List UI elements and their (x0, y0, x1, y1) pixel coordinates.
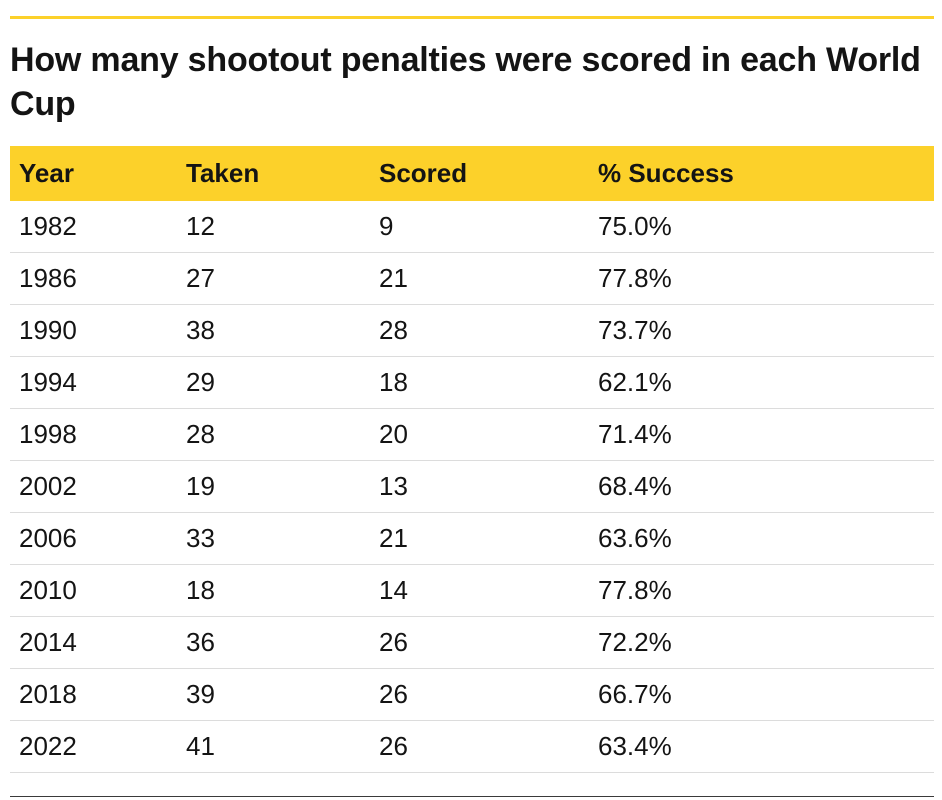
cell-year: 1986 (10, 252, 177, 305)
cell-scored: 14 (370, 564, 589, 617)
cell-year: 1982 (10, 201, 177, 253)
column-header-scored: Scored (370, 146, 589, 201)
cell-year: 2022 (10, 720, 177, 773)
cell-taken: 41 (177, 720, 370, 773)
cell-success: 71.4% (589, 408, 934, 461)
table-row: 1994 29 18 62.1% (10, 356, 934, 409)
table-row: 2014 36 26 72.2% (10, 616, 934, 669)
cell-taken: 18 (177, 564, 370, 617)
table-header-row: Year Taken Scored % Success (10, 146, 934, 201)
column-header-taken: Taken (177, 146, 370, 201)
table-row: 2018 39 26 66.7% (10, 668, 934, 721)
cell-success: 77.8% (589, 252, 934, 305)
cell-year: 2018 (10, 668, 177, 721)
cell-scored: 9 (370, 201, 589, 253)
cell-taken: 36 (177, 616, 370, 669)
cell-scored: 21 (370, 252, 589, 305)
cell-scored: 21 (370, 512, 589, 565)
cell-success: 72.2% (589, 616, 934, 669)
table-row: 1986 27 21 77.8% (10, 252, 934, 305)
table-row: 1990 38 28 73.7% (10, 304, 934, 357)
cell-success: 77.8% (589, 564, 934, 617)
table-title: How many shootout penalties were scored … (10, 41, 921, 123)
cell-success: 68.4% (589, 460, 934, 513)
cell-year: 2002 (10, 460, 177, 513)
cell-taken: 38 (177, 304, 370, 357)
bottom-rule (10, 796, 934, 797)
cell-scored: 26 (370, 616, 589, 669)
cell-success: 66.7% (589, 668, 934, 721)
cell-success: 63.6% (589, 512, 934, 565)
cell-success: 62.1% (589, 356, 934, 409)
table-row: 2002 19 13 68.4% (10, 460, 934, 513)
cell-year: 2010 (10, 564, 177, 617)
cell-year: 1994 (10, 356, 177, 409)
cell-year: 2006 (10, 512, 177, 565)
cell-success: 75.0% (589, 201, 934, 253)
table-body: 1982 12 9 75.0% 1986 27 21 77.8% 1990 38… (10, 201, 934, 773)
cell-taken: 28 (177, 408, 370, 461)
cell-taken: 29 (177, 356, 370, 409)
cell-success: 63.4% (589, 720, 934, 773)
table-row: 1982 12 9 75.0% (10, 201, 934, 253)
cell-year: 1990 (10, 304, 177, 357)
cell-scored: 20 (370, 408, 589, 461)
cell-scored: 18 (370, 356, 589, 409)
cell-taken: 19 (177, 460, 370, 513)
penalties-table: Year Taken Scored % Success 1982 12 9 75… (10, 146, 934, 773)
column-header-success: % Success (589, 146, 934, 201)
cell-scored: 13 (370, 460, 589, 513)
cell-scored: 26 (370, 720, 589, 773)
cell-scored: 28 (370, 304, 589, 357)
table-row: 2022 41 26 63.4% (10, 720, 934, 773)
cell-success: 73.7% (589, 304, 934, 357)
cell-taken: 12 (177, 201, 370, 253)
cell-year: 2014 (10, 616, 177, 669)
table-row: 1998 28 20 71.4% (10, 408, 934, 461)
top-accent-rule (10, 16, 934, 19)
table-row: 2010 18 14 77.8% (10, 564, 934, 617)
cell-taken: 27 (177, 252, 370, 305)
cell-taken: 39 (177, 668, 370, 721)
cell-year: 1998 (10, 408, 177, 461)
cell-scored: 26 (370, 668, 589, 721)
column-header-year: Year (10, 146, 177, 201)
cell-taken: 33 (177, 512, 370, 565)
table-row: 2006 33 21 63.6% (10, 512, 934, 565)
